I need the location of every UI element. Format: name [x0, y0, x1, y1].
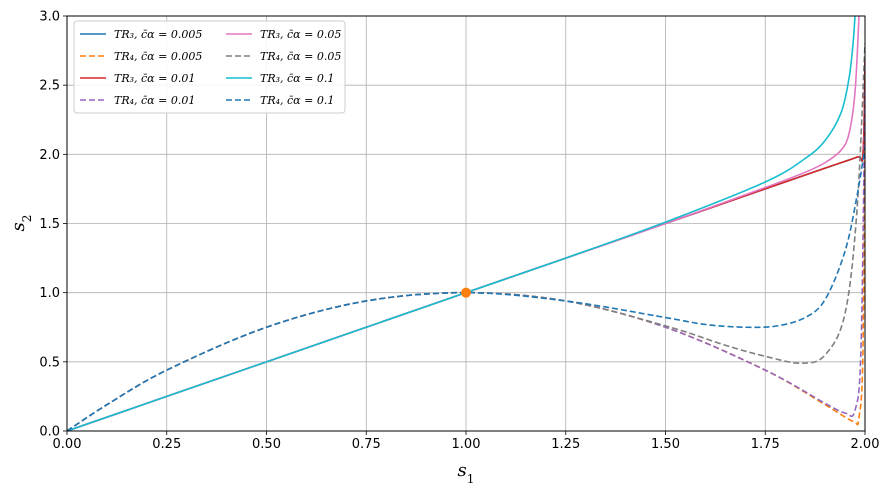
- series-line-8: [67, 147, 865, 431]
- x-tick-label: 2.00: [851, 437, 880, 452]
- markers: [461, 287, 471, 298]
- legend-label-4: TR₄, c̄α = 0.01: [114, 94, 195, 107]
- y-tick-label: 1.0: [39, 286, 60, 301]
- series-line-4: [67, 85, 865, 431]
- x-tick-label: 1.75: [751, 437, 780, 452]
- y-axis-label: s2: [8, 215, 34, 232]
- legend: TR₃, c̄α = 0.005 TR₄, c̄α = 0.005 TR₃, c̄α…: [73, 20, 346, 114]
- legend-label-1: TR₃, c̄α = 0.005: [114, 28, 202, 41]
- x-tick-label: 0.00: [53, 437, 82, 452]
- y-tick-label: 2.0: [39, 148, 60, 163]
- series-lines: [67, 16, 865, 431]
- x-axis-label: s1: [458, 460, 475, 486]
- x-tick-label: 0.75: [352, 437, 381, 452]
- legend-label-6: TR₄, c̄α = 0.05: [260, 50, 341, 63]
- series-line-7: [67, 16, 856, 431]
- y-tick-label: 3.0: [39, 10, 60, 25]
- legend-label-3: TR₃, c̄α = 0.01: [114, 72, 195, 85]
- legend-label-7: TR₃, c̄α = 0.1: [260, 72, 334, 85]
- y-tick-label: 0.0: [39, 425, 60, 440]
- legend-box: [73, 20, 346, 114]
- legend-label-2: TR₄, c̄α = 0.005: [114, 50, 202, 63]
- y-tick-label: 1.5: [39, 217, 60, 232]
- x-tick-label: 0.25: [152, 437, 181, 452]
- y-tick-label: 2.5: [39, 79, 60, 94]
- x-tick-label: 1.00: [452, 437, 481, 452]
- highlight-point: [461, 287, 471, 298]
- y-tick-label: 0.5: [39, 355, 60, 370]
- x-tick-label: 0.50: [252, 437, 281, 452]
- x-tick-label: 1.50: [651, 437, 680, 452]
- axis-ticks: 0.00 0.25 0.50 0.75 1.00 1.25 1.50 1.75 2.00 0.0 0…: [39, 10, 879, 453]
- legend-label-8: TR₄, c̄α = 0.1: [260, 94, 334, 107]
- x-tick-label: 1.25: [551, 437, 580, 452]
- legend-label-5: TR₃, c̄α = 0.05: [260, 28, 341, 41]
